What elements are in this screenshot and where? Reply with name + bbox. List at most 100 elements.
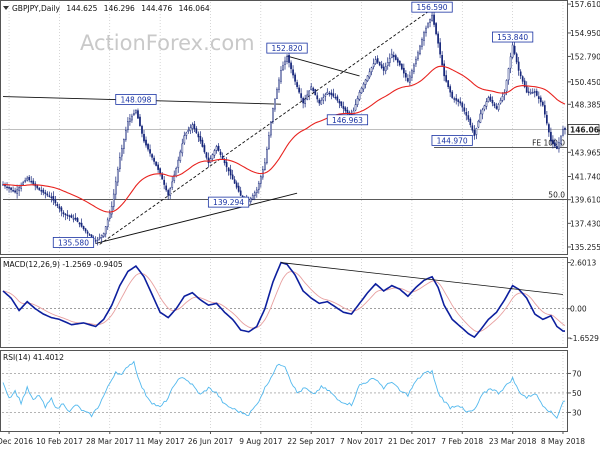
candle-body bbox=[396, 58, 399, 63]
candle-body bbox=[477, 120, 480, 128]
rsi-title: RSI(14) 41.4012 bbox=[3, 353, 64, 362]
candle-body bbox=[18, 187, 20, 192]
candle-body bbox=[461, 102, 464, 108]
candle-body bbox=[328, 92, 331, 95]
candle-body bbox=[135, 110, 137, 114]
candle-body bbox=[223, 159, 226, 164]
candle-body bbox=[471, 125, 474, 131]
price-label-box bbox=[326, 114, 369, 126]
candle-body bbox=[433, 14, 435, 25]
y-tick-label: 154.950 bbox=[570, 29, 600, 38]
candle-body bbox=[479, 113, 482, 123]
candle-body bbox=[451, 91, 454, 98]
candle-body bbox=[237, 185, 240, 192]
candle-body bbox=[123, 139, 125, 149]
price-label-text: 156.590 bbox=[417, 3, 448, 12]
candle-body bbox=[114, 181, 117, 195]
candle-body bbox=[314, 89, 317, 96]
candle-body bbox=[38, 187, 41, 191]
candle-body bbox=[233, 179, 236, 184]
candle-body bbox=[54, 199, 57, 204]
rsi-panel-frame bbox=[0, 350, 568, 432]
candle-body bbox=[306, 94, 309, 100]
candle-body bbox=[326, 91, 329, 95]
candle-body bbox=[417, 52, 419, 60]
candle-body bbox=[266, 148, 268, 164]
candle-body bbox=[330, 92, 333, 96]
candle-body bbox=[193, 123, 196, 130]
candle-body bbox=[96, 238, 99, 241]
candle-body bbox=[435, 23, 437, 35]
price-label-text: 135.580 bbox=[58, 238, 89, 247]
candle-body bbox=[48, 195, 51, 197]
candle-body bbox=[543, 105, 546, 115]
candle-body bbox=[98, 236, 101, 239]
candle-body bbox=[390, 53, 393, 58]
candle-body bbox=[249, 197, 252, 203]
candle-body bbox=[459, 101, 462, 104]
candle-body bbox=[185, 132, 188, 136]
candle-body bbox=[207, 157, 210, 164]
candle-body bbox=[495, 106, 498, 109]
price-panel-frame bbox=[0, 0, 568, 255]
candle-body bbox=[344, 107, 347, 111]
macd-trendline bbox=[280, 262, 564, 295]
candle-body bbox=[447, 80, 450, 88]
macd-signal-line bbox=[2, 271, 566, 333]
candle-body bbox=[4, 184, 6, 187]
candle-body bbox=[419, 45, 421, 55]
candle-body bbox=[141, 125, 143, 134]
candle-body bbox=[217, 145, 220, 151]
candle-body bbox=[157, 164, 159, 170]
candle-body bbox=[16, 189, 18, 194]
candle-body bbox=[80, 222, 83, 227]
candle-body bbox=[308, 90, 311, 97]
candle-body bbox=[60, 207, 63, 212]
candle-body bbox=[497, 104, 500, 111]
candle-body bbox=[125, 130, 127, 140]
candle-body bbox=[310, 86, 313, 91]
x-tick-label: 8 May 2018 bbox=[541, 437, 585, 446]
candle-body bbox=[253, 192, 256, 196]
candle-body bbox=[421, 38, 423, 47]
rsi-tick-label: 30 bbox=[572, 408, 582, 417]
candle-body bbox=[316, 95, 319, 100]
price-label-text: 144.970 bbox=[437, 136, 468, 145]
y-tick-label: 135.255 bbox=[570, 243, 600, 252]
candle-body bbox=[58, 206, 61, 209]
candle-body bbox=[368, 71, 371, 78]
candle-body bbox=[86, 231, 89, 234]
candle-body bbox=[56, 204, 59, 206]
dashed-trendline bbox=[99, 7, 435, 245]
x-tick-label: 10 Feb 2017 bbox=[36, 437, 83, 446]
candle-body bbox=[153, 157, 155, 162]
candle-body bbox=[177, 159, 180, 168]
candle-body bbox=[286, 56, 288, 63]
candle-body bbox=[493, 103, 496, 107]
candle-body bbox=[50, 196, 53, 198]
candle-body bbox=[521, 76, 524, 82]
dropdown-triangle-icon bbox=[3, 6, 9, 10]
candle-body bbox=[219, 151, 222, 155]
candle-body bbox=[552, 139, 554, 144]
macd-panel-frame bbox=[0, 257, 568, 348]
candle-body bbox=[320, 100, 323, 105]
x-tick-label: 21 Dec 2017 bbox=[388, 437, 436, 446]
candle-body bbox=[513, 45, 516, 54]
candle-body bbox=[270, 121, 272, 136]
y-tick-label: 141.740 bbox=[570, 173, 600, 182]
y-tick-label: 143.965 bbox=[570, 148, 600, 157]
candle-body bbox=[441, 54, 443, 66]
price-axis: 157.610 154.950 152.790 150.450 148.385 146.0… bbox=[567, 0, 600, 252]
candle-body bbox=[445, 75, 448, 82]
candle-body bbox=[360, 87, 363, 94]
price-label-box bbox=[431, 135, 473, 146]
rsi-line bbox=[2, 360, 566, 420]
candle-body bbox=[358, 91, 361, 100]
candle-body bbox=[187, 129, 190, 132]
candle-body bbox=[288, 54, 290, 63]
candle-body bbox=[183, 135, 186, 144]
macd-line bbox=[2, 261, 565, 339]
candle-body bbox=[425, 27, 427, 34]
candle-body bbox=[161, 174, 163, 180]
